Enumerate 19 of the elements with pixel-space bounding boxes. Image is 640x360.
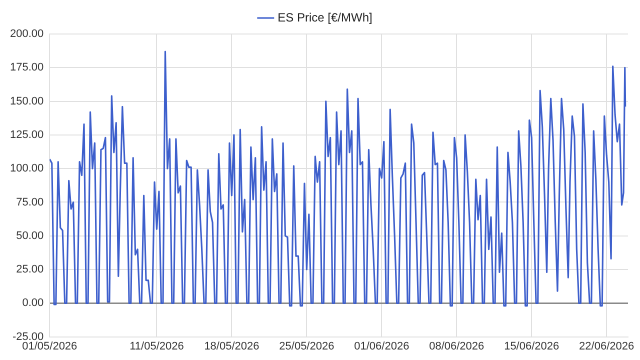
y-tick-label: 150.00 [10, 95, 44, 108]
y-tick-label: 100.00 [10, 162, 44, 175]
x-tick-label: 18/05/2026 [204, 340, 260, 352]
y-tick-label: 175.00 [10, 62, 44, 74]
y-tick-label: 200.00 [10, 28, 44, 40]
x-tick-label: 15/06/2026 [504, 340, 560, 352]
x-tick-label: 22/06/2026 [579, 340, 634, 352]
x-tick-label: 01/06/2026 [354, 340, 410, 352]
y-tick-label: 25.00 [16, 264, 44, 276]
y-tick-label: 75.00 [16, 196, 44, 208]
legend-label: ES Price [€/MWh] [278, 10, 372, 24]
x-tick-label: 25/05/2026 [279, 340, 334, 352]
y-tick-label: 125.00 [10, 128, 44, 141]
y-tick-label: 0.00 [22, 297, 44, 310]
x-tick-label: 08/06/2026 [429, 340, 484, 352]
x-tick-label: 01/05/2026 [22, 340, 78, 352]
y-tick-label: 50.00 [16, 230, 44, 242]
x-tick-label: 11/05/2026 [130, 340, 184, 352]
y-tick-label: -25.00 [12, 330, 44, 343]
